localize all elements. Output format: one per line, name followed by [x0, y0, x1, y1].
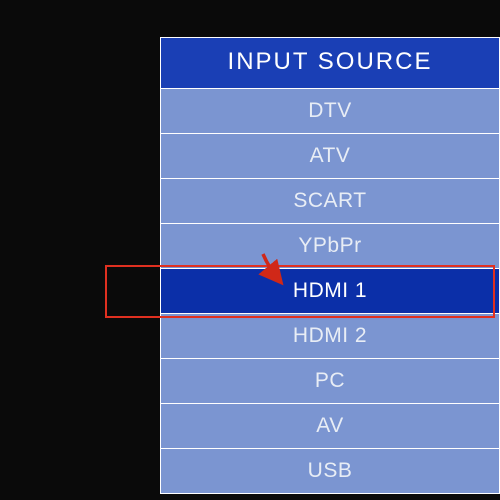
- menu-item-ypbpr[interactable]: YPbPr: [160, 224, 500, 269]
- menu-title: INPUT SOURCE: [160, 37, 500, 89]
- input-source-menu: INPUT SOURCE DTV ATV SCART YPbPr HDMI 1 …: [160, 37, 500, 494]
- menu-item-dtv[interactable]: DTV: [160, 89, 500, 134]
- menu-item-hdmi1[interactable]: HDMI 1: [160, 269, 500, 314]
- menu-item-av[interactable]: AV: [160, 404, 500, 449]
- menu-item-usb[interactable]: USB: [160, 449, 500, 494]
- menu-item-scart[interactable]: SCART: [160, 179, 500, 224]
- menu-item-pc[interactable]: PC: [160, 359, 500, 404]
- menu-item-hdmi2[interactable]: HDMI 2: [160, 314, 500, 359]
- menu-item-atv[interactable]: ATV: [160, 134, 500, 179]
